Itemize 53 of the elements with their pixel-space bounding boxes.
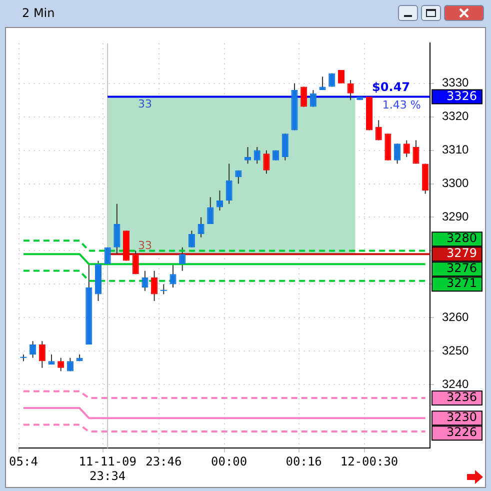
chart-title: 2 Min bbox=[22, 6, 55, 20]
annotation: $0.47 bbox=[372, 80, 410, 94]
y-tick-label: 3240 bbox=[442, 376, 470, 391]
candlestick bbox=[226, 163, 232, 204]
candlestick bbox=[142, 270, 148, 292]
y-tick-label: 3290 bbox=[442, 210, 470, 224]
x-tick-label: 23:46 bbox=[146, 454, 182, 469]
data-label: 3271 bbox=[446, 276, 477, 290]
data-label: 3280 bbox=[446, 231, 477, 246]
candlestick bbox=[310, 90, 316, 108]
y-tick-label: 3250 bbox=[442, 343, 470, 358]
ref-line-label: 3326 bbox=[446, 88, 477, 103]
candlestick bbox=[394, 143, 401, 164]
candlestick bbox=[347, 80, 354, 101]
candlestick bbox=[403, 140, 410, 158]
candlestick bbox=[235, 170, 242, 184]
candlestick bbox=[244, 146, 252, 164]
candlestick bbox=[319, 76, 326, 91]
candlestick bbox=[160, 284, 167, 295]
y-tick-label: 3300 bbox=[442, 176, 470, 190]
x-tick-label: 00:16 bbox=[286, 454, 322, 469]
y-tick-label: 3320 bbox=[442, 109, 470, 124]
candlestick bbox=[207, 196, 214, 224]
candlestick bbox=[151, 270, 158, 302]
candlestick bbox=[412, 140, 420, 164]
y-tick-label: 3260 bbox=[442, 310, 470, 324]
y-tick-label: 3330 bbox=[442, 76, 470, 90]
x-tick-label: 12-00:30 bbox=[340, 454, 398, 469]
candlestick bbox=[263, 150, 270, 174]
data-label: 3276 bbox=[446, 261, 477, 276]
candlestick bbox=[132, 250, 139, 275]
candlestick bbox=[216, 190, 223, 212]
ref-line-label: 3279 bbox=[446, 246, 477, 260]
data-label: 3230 bbox=[446, 410, 477, 424]
candlestick bbox=[254, 146, 260, 164]
candlestick bbox=[179, 246, 186, 272]
candlestick bbox=[282, 133, 288, 161]
candlestick bbox=[375, 120, 382, 141]
candlestick bbox=[114, 203, 120, 255]
y-tick-label: 3310 bbox=[442, 142, 470, 157]
x-tick-label: 05:4 bbox=[9, 454, 38, 469]
candlestick bbox=[38, 340, 46, 368]
candlestick bbox=[188, 230, 195, 248]
data-label: 3226 bbox=[446, 425, 477, 440]
candlestick bbox=[198, 216, 204, 238]
data-label: 3236 bbox=[446, 390, 477, 404]
candlestick bbox=[58, 357, 64, 372]
annotation: 1.43 % bbox=[382, 98, 421, 112]
x-tick-label: 11-11-09 23:34 bbox=[78, 454, 136, 483]
annotation: 33 bbox=[138, 238, 152, 252]
x-tick-label: 00:00 bbox=[211, 454, 248, 469]
candlestick bbox=[170, 264, 176, 288]
annotation: 33 bbox=[138, 98, 152, 111]
